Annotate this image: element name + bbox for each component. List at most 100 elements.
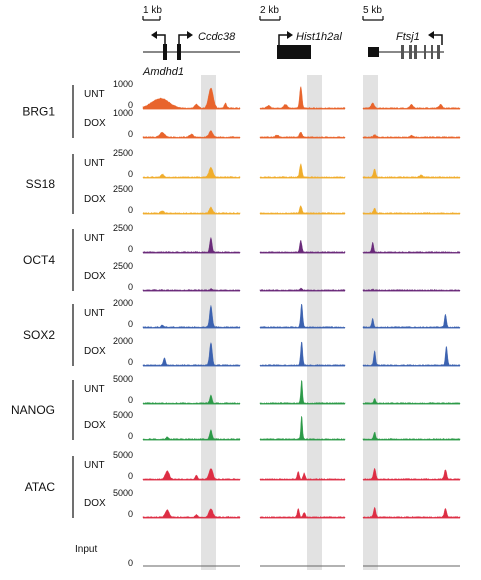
ytick-max: 2000	[113, 336, 133, 346]
arrowhead-left-icon	[151, 31, 157, 39]
signal-track	[259, 131, 346, 139]
exon-block	[409, 45, 412, 59]
exon-block	[424, 45, 426, 59]
ytick-min: 0	[128, 357, 133, 367]
signal-track	[259, 303, 346, 329]
gene-model-locus2: Hist1h2al	[277, 31, 342, 59]
factor-label: ATAC	[25, 480, 56, 494]
condition-label: UNT	[84, 460, 105, 471]
exon-block	[437, 45, 440, 59]
signal-track	[259, 205, 346, 215]
condition-label: UNT	[84, 308, 105, 319]
arrowhead-right-icon	[187, 31, 193, 39]
signal-track	[362, 207, 461, 215]
ytick-max: 5000	[113, 410, 133, 420]
gene-model-locus1: Ccdc38 Amdhd1	[142, 31, 240, 78]
condition-label: UNT	[84, 158, 105, 169]
signal-track	[142, 236, 241, 254]
condition-label: DOX	[84, 194, 106, 205]
condition-label: UNT	[84, 233, 105, 244]
signal-track	[259, 379, 346, 405]
signal-track	[142, 288, 241, 292]
signal-track	[362, 506, 461, 519]
ytick-min: 0	[128, 282, 133, 292]
scale-bar-locus1: 1 kb	[142, 5, 162, 21]
ytick-min: 0	[128, 100, 133, 110]
signal-track	[362, 313, 461, 329]
signal-track	[362, 467, 461, 481]
scale-bar-locus2: 2 kb	[259, 5, 281, 21]
tss-arrow-icon	[155, 34, 166, 44]
scale-label-locus2: 2 kb	[260, 5, 279, 16]
factor-label: SOX2	[23, 328, 55, 342]
signal-track	[142, 166, 241, 179]
highlight-band-locus3	[363, 75, 378, 570]
condition-label: UNT	[84, 89, 105, 100]
ytick-max: 5000	[113, 450, 133, 460]
ytick-max: 5000	[113, 488, 133, 498]
signal-track	[362, 432, 461, 441]
signal-track	[142, 508, 241, 519]
signal-track	[259, 85, 346, 110]
exon-block	[431, 45, 433, 59]
signal-track	[362, 288, 461, 292]
condition-label: UNT	[84, 384, 105, 395]
ytick-min: 0	[128, 205, 133, 215]
tss-arrow-icon	[432, 34, 443, 45]
factor-label: NANOG	[11, 403, 55, 417]
input-ytick-min: 0	[128, 558, 133, 568]
signal-track	[142, 130, 241, 139]
scale-label-locus1: 1 kb	[143, 5, 162, 16]
factor-label: OCT4	[23, 253, 55, 267]
signal-track	[142, 394, 241, 405]
ytick-min: 0	[128, 431, 133, 441]
gene-label-hist1h2al: Hist1h2al	[296, 31, 342, 43]
input-track: Input 0	[75, 544, 460, 568]
signal-track	[362, 168, 461, 179]
arrowhead-left-icon	[428, 31, 434, 39]
signal-track	[362, 346, 461, 367]
gene-label-ccdc38: Ccdc38	[198, 31, 236, 43]
signal-track	[259, 415, 346, 441]
condition-label: DOX	[84, 271, 106, 282]
condition-label: DOX	[84, 118, 106, 129]
gene-label-ftsj1: Ftsj1	[396, 31, 420, 43]
signal-track	[259, 287, 346, 292]
ytick-max: 2500	[113, 223, 133, 233]
ytick-max: 1000	[113, 108, 133, 118]
scale-label-locus3: 5 kb	[363, 5, 382, 16]
tss-arrow-icon	[178, 34, 189, 44]
signal-track	[259, 341, 346, 367]
signal-track	[142, 342, 241, 367]
exon-block	[414, 45, 417, 59]
ytick-min: 0	[128, 471, 133, 481]
signal-track	[362, 133, 461, 139]
signal-track	[142, 87, 241, 110]
signal-track	[259, 507, 346, 519]
ytick-min: 0	[128, 395, 133, 405]
gene-label-amdhd1: Amdhd1	[142, 66, 184, 78]
ytick-min: 0	[128, 319, 133, 329]
ytick-min: 0	[128, 509, 133, 519]
scale-bar-locus3: 5 kb	[362, 5, 384, 21]
tss-arrow-icon	[278, 34, 289, 45]
ytick-min: 0	[128, 169, 133, 179]
signal-track	[259, 471, 346, 481]
exon-block	[163, 44, 167, 60]
signal-track	[259, 162, 346, 179]
track-area: BRG1UNT10000DOX10000SS18UNT25000DOX25000…	[11, 79, 461, 519]
ytick-max: 2500	[113, 261, 133, 271]
ytick-max: 2500	[113, 148, 133, 158]
signal-track	[142, 304, 241, 329]
signal-track	[259, 239, 346, 254]
highlight-band-locus2	[307, 75, 322, 570]
ytick-min: 0	[128, 129, 133, 139]
signal-track	[362, 241, 461, 254]
signal-track	[362, 398, 461, 405]
condition-label: DOX	[84, 498, 106, 509]
condition-label: DOX	[84, 346, 106, 357]
exon-block	[177, 44, 181, 60]
signal-track	[142, 206, 241, 215]
ytick-max: 2500	[113, 184, 133, 194]
